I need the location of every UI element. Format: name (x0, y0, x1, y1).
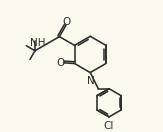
Text: O: O (57, 58, 65, 68)
Text: Cl: Cl (104, 121, 114, 131)
Text: N: N (87, 76, 95, 86)
Text: O: O (63, 17, 71, 27)
Text: NH: NH (30, 38, 46, 48)
